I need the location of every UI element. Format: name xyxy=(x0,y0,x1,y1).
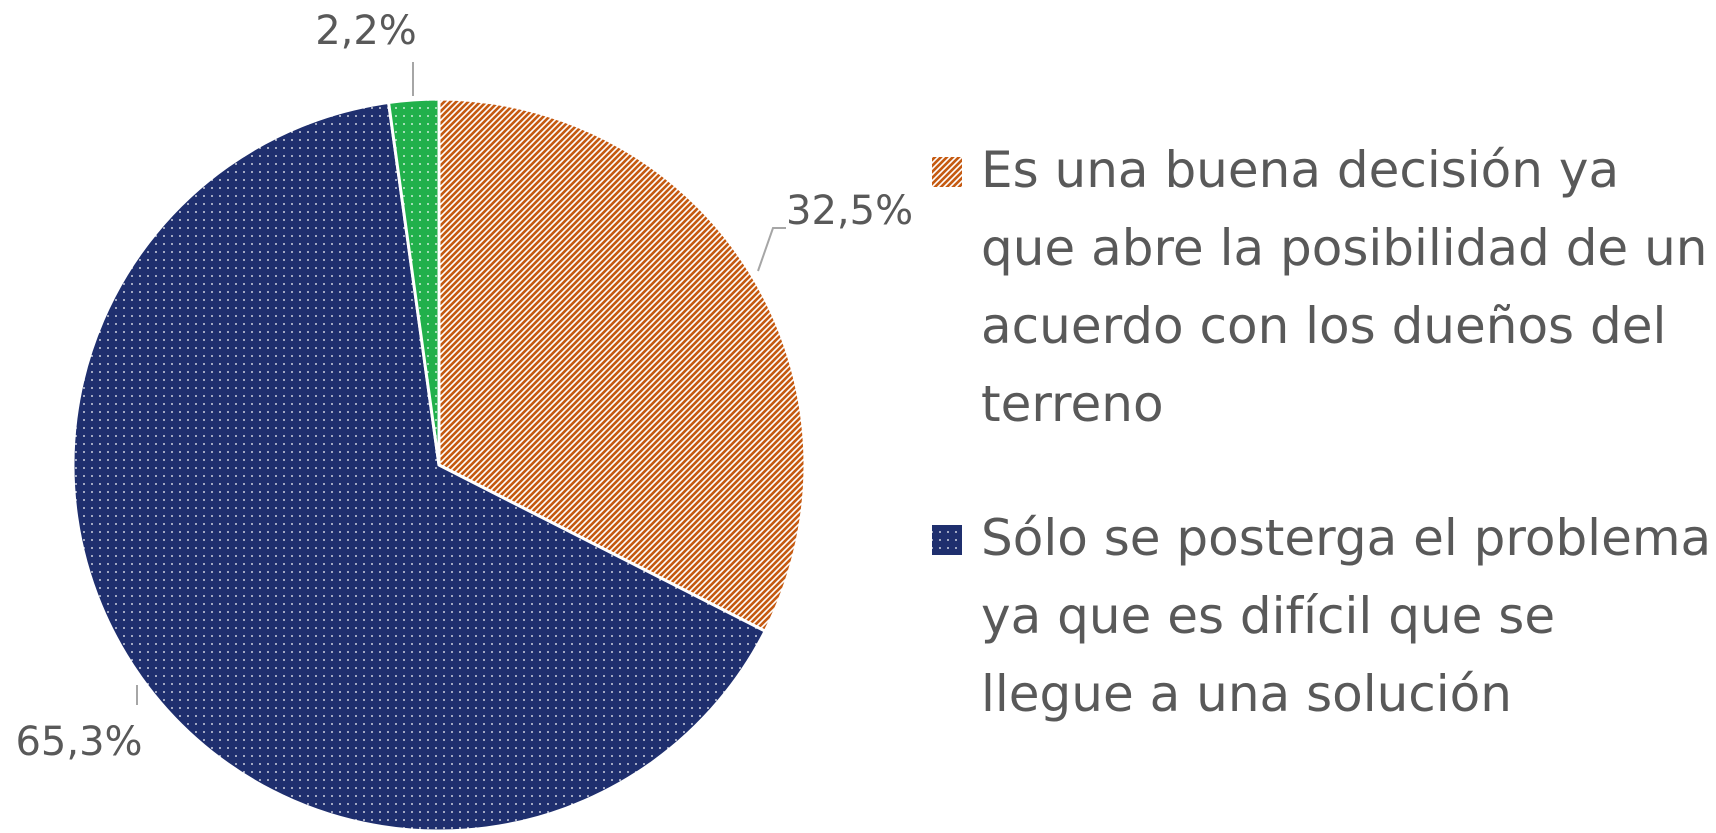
legend-label: Es una buena decisión ya que abre la pos… xyxy=(981,141,1708,433)
data-label: 2,2% xyxy=(315,8,417,54)
pie-slice xyxy=(386,97,441,466)
data-label: 65,3% xyxy=(15,719,142,765)
pie-slice xyxy=(437,97,807,634)
data-label: 32,5% xyxy=(786,188,913,234)
pie-slice xyxy=(71,100,768,833)
legend-swatch xyxy=(932,525,962,555)
legend-swatch xyxy=(932,157,962,187)
leader-line xyxy=(757,227,786,272)
legend-label: Sólo se posterga el problema ya que es d… xyxy=(981,509,1712,723)
